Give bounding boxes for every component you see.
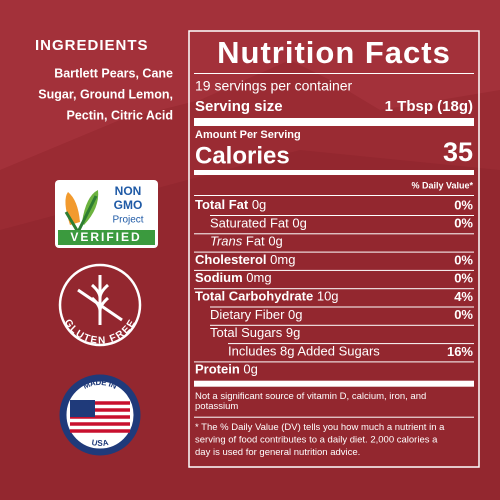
- badge-text: USA: [91, 438, 110, 448]
- rule: [194, 269, 474, 271]
- nutrient-label: Sodium: [195, 271, 243, 286]
- nutrient-label: Saturated Fat: [210, 216, 289, 231]
- nutrient-dv: 0%: [454, 271, 473, 286]
- nutrient-label: Trans: [210, 234, 243, 249]
- nutrient-label: Dietary Fiber: [210, 307, 285, 322]
- nutrient-dv: 4%: [454, 289, 473, 304]
- nutrient-dv: 0%: [454, 252, 473, 267]
- nutrient-row: Protein 0g: [195, 362, 258, 377]
- nutrient-row: Total Carbohydrate 10g: [195, 289, 339, 304]
- nutrient-amount: 0mg: [246, 271, 271, 286]
- rule: [194, 170, 474, 175]
- rule: [210, 306, 474, 308]
- rule: [194, 288, 474, 290]
- nutrient-dv: 16%: [447, 344, 473, 359]
- nutrient-amount: 0g: [268, 234, 282, 249]
- rule: [194, 361, 474, 363]
- nutrient-row: Total Fat 0g: [195, 197, 266, 212]
- ingredients-title: INGREDIENTS: [35, 37, 149, 54]
- amount-per-serving: Amount Per Serving: [195, 129, 301, 141]
- ingredients-line: Sugar, Ground Lemon,: [38, 87, 173, 101]
- non-gmo-badge: NON GMO Project VERIFIED: [55, 180, 158, 248]
- nutrition-panel: Nutrition Facts 19 servings per containe…: [188, 30, 480, 468]
- footnote: * The % Daily Value (DV) tells you how m…: [195, 422, 445, 433]
- nutrient-row: Trans Fat 0g: [210, 234, 283, 249]
- rule: [194, 195, 474, 196]
- nutrient-row: Cholesterol 0mg: [195, 252, 295, 267]
- nutrient-row: Total Sugars 9g: [210, 326, 300, 341]
- calories-value: 35: [443, 137, 473, 167]
- nutrient-amount: 0g: [288, 307, 302, 322]
- rule: [210, 215, 474, 216]
- rule: [194, 118, 474, 126]
- nutrient-dv: 0%: [454, 216, 473, 231]
- nutrient-label: Total Fat: [195, 197, 249, 212]
- badge-text: USA: [91, 438, 110, 448]
- nutrient-label: Protein: [195, 362, 240, 377]
- badge-text: Project: [112, 215, 143, 226]
- badge-text: VERIFIED: [70, 230, 141, 244]
- nutrient-row: Includes 8g Added Sugars: [228, 344, 380, 359]
- nutrient-amount: 0g: [243, 362, 257, 377]
- serving-size-label: Serving size: [195, 98, 283, 115]
- nutrient-row: Sodium 0mg: [195, 271, 272, 286]
- rule: [194, 416, 474, 418]
- nutrient-row: Saturated Fat 0g: [210, 216, 307, 231]
- nutrient-amount: 0mg: [270, 252, 295, 267]
- badge-text: NON: [115, 184, 142, 198]
- servings: 19 servings per container: [195, 78, 353, 94]
- badge-text: GMO: [114, 198, 143, 212]
- badge-text: MADE IN: [82, 378, 119, 391]
- footnote: day is used for general nutrition advice…: [195, 447, 360, 458]
- footnote: serving of food contributes to a daily d…: [195, 435, 438, 446]
- nutrient-label: Total Carbohydrate: [195, 289, 313, 304]
- nutrient-amount: 0g: [252, 197, 266, 212]
- nutrient-dv: 0%: [454, 307, 473, 322]
- rule: [194, 233, 474, 235]
- nutrient-amount: 9g: [286, 326, 300, 341]
- nutrient-label: Total Sugars: [210, 326, 283, 341]
- rule: [194, 73, 474, 74]
- nutrient-label: Includes 8g Added Sugars: [228, 344, 380, 359]
- nutrient-amount: 0g: [292, 216, 306, 231]
- rule: [210, 324, 474, 326]
- badge-text: MADE IN: [82, 378, 119, 391]
- calories-label: Calories: [195, 142, 290, 169]
- rule: [228, 343, 474, 345]
- ingredients-line: Pectin, Citric Acid: [66, 108, 173, 122]
- footnote: potassium: [195, 401, 238, 412]
- nf-title: Nutrition Facts: [217, 35, 451, 70]
- footnote: Not a significant source of vitamin D, c…: [195, 391, 426, 402]
- serving-size-value: 1 Tbsp (18g): [385, 98, 473, 115]
- nutrient-dv: 0%: [454, 197, 473, 212]
- dv-header: % Daily Value*: [411, 180, 473, 190]
- rule: [194, 380, 474, 387]
- ingredients-line: Bartlett Pears, Cane: [54, 66, 173, 80]
- rule: [194, 251, 474, 253]
- nutrient-label: Fat: [246, 234, 265, 249]
- nutrient-amount: 10g: [317, 289, 339, 304]
- nutrient-row: Dietary Fiber 0g: [210, 307, 303, 322]
- nutrient-label: Cholesterol: [195, 252, 267, 267]
- made-in-usa-badge: MADE IN USA: [59, 374, 141, 456]
- panel-border: [188, 30, 480, 468]
